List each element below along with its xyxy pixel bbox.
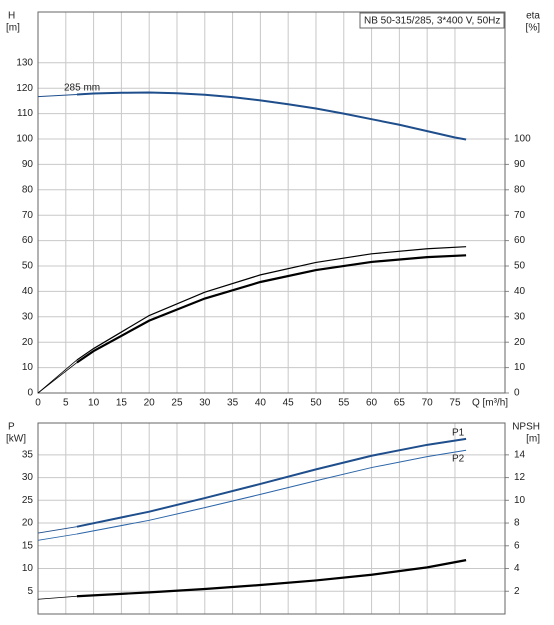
y-tick-label: 80 — [22, 184, 34, 195]
y-tick-label: 30 — [22, 472, 34, 483]
curve — [76, 246, 467, 361]
y-tick-label: 60 — [22, 235, 34, 246]
annotation: NB 50-315/285, 3*400 V, 50Hz — [364, 16, 500, 27]
curve — [37, 362, 78, 394]
y2-tick-label: 20 — [514, 337, 526, 348]
annotation: P1 — [452, 428, 465, 439]
curve — [76, 449, 467, 535]
y-tick-label: 70 — [22, 210, 34, 221]
y-tick-label: 0 — [27, 388, 33, 399]
x-tick-label: 70 — [422, 398, 434, 409]
y-tick-label: 15 — [22, 540, 34, 551]
y2-tick-label: 2 — [514, 586, 520, 597]
y-tick-label: 110 — [17, 108, 33, 119]
x-tick-label: 30 — [199, 398, 211, 409]
x-tick-label: 20 — [144, 398, 156, 409]
x-tick-label: 45 — [283, 398, 295, 409]
info-box — [359, 12, 505, 29]
x-tick-label: 25 — [171, 398, 183, 409]
curve — [37, 533, 77, 541]
y2-tick-label: 60 — [514, 235, 526, 246]
curve — [76, 437, 467, 528]
y2-tick-label: 0 — [514, 388, 520, 399]
y-tick-label: 120 — [16, 83, 33, 94]
y-tick-label: 20 — [22, 518, 34, 529]
y-axis-label: P — [8, 422, 15, 433]
y2-tick-label: 12 — [514, 472, 526, 483]
curve — [37, 595, 77, 600]
y2-tick-label: 8 — [514, 518, 520, 529]
y2-tick-label: 10 — [514, 495, 526, 506]
y-tick-label: 100 — [16, 134, 33, 145]
y-tick-label: 5 — [27, 586, 33, 597]
y-tick-label: 25 — [22, 495, 34, 506]
y-tick-label: 10 — [22, 563, 34, 574]
y-tick-label: 40 — [22, 286, 34, 297]
y2-axis-unit: [%] — [526, 23, 541, 34]
x-tick-label: 15 — [116, 398, 128, 409]
plot-frame — [37, 422, 506, 615]
y2-tick-label: 100 — [514, 134, 531, 145]
y-tick-label: 90 — [22, 159, 34, 170]
x-tick-label: 65 — [394, 398, 406, 409]
x-tick-label: 5 — [63, 398, 69, 409]
x-tick-label: 75 — [449, 398, 461, 409]
curve — [76, 559, 467, 598]
y-axis-unit: [kW] — [6, 434, 26, 445]
y2-axis-label: NPSH — [512, 422, 540, 433]
y2-tick-label: 70 — [514, 210, 526, 221]
curve — [76, 91, 467, 141]
x-tick-label: 0 — [35, 398, 41, 409]
y2-tick-label: 4 — [514, 563, 520, 574]
y-tick-label: 10 — [22, 362, 34, 373]
y2-axis-label: eta — [526, 11, 540, 22]
x-tick-label: 35 — [227, 398, 239, 409]
plot-frame — [37, 11, 506, 394]
annotation: 285 mm — [64, 83, 100, 94]
y-tick-label: 50 — [22, 261, 34, 272]
annotation: P2 — [452, 454, 465, 465]
x-tick-label: 10 — [88, 398, 100, 409]
x-tick-label: 60 — [366, 398, 378, 409]
x-tick-label: 40 — [255, 398, 267, 409]
y2-tick-label: 90 — [514, 159, 526, 170]
y-tick-label: 30 — [22, 311, 34, 322]
y-tick-label: 130 — [16, 57, 33, 68]
y2-tick-label: 14 — [514, 449, 526, 460]
curve — [76, 254, 467, 364]
y2-tick-label: 30 — [514, 311, 526, 322]
curve — [37, 94, 77, 98]
curve — [37, 526, 77, 534]
y-tick-label: 35 — [22, 449, 34, 460]
y2-tick-label: 50 — [514, 261, 526, 272]
plot-area — [37, 11, 506, 394]
x-tick-label: 55 — [338, 398, 350, 409]
x-axis-label: Q [m³/h] — [472, 398, 508, 409]
y-axis-unit: [m] — [6, 23, 20, 34]
plot-area — [37, 422, 506, 615]
y2-tick-label: 10 — [514, 362, 526, 373]
x-tick-label: 50 — [310, 398, 322, 409]
y2-axis-unit: [m] — [526, 434, 540, 445]
y2-tick-label: 40 — [514, 286, 526, 297]
y-axis-label: H — [8, 11, 15, 22]
y2-tick-label: 6 — [514, 540, 520, 551]
y2-tick-label: 80 — [514, 184, 526, 195]
y-tick-label: 20 — [22, 337, 34, 348]
